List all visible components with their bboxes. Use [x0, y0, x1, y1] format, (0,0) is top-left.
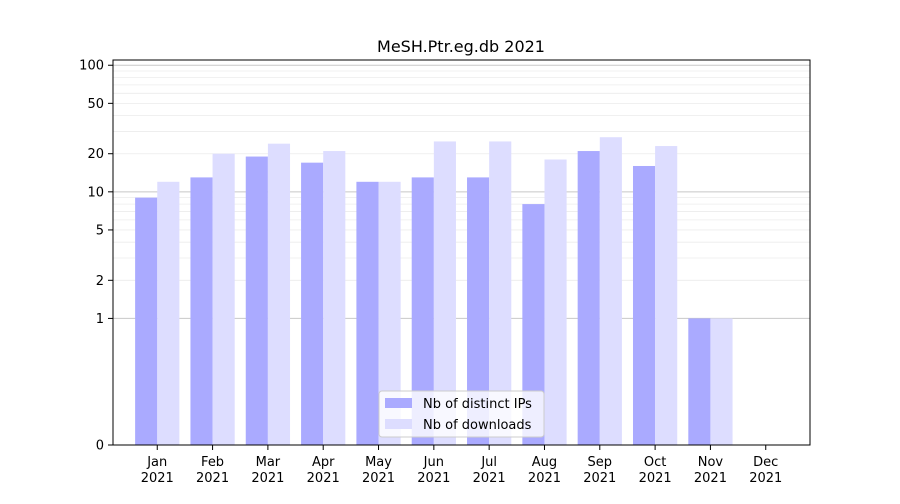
bar-series-2	[378, 181, 401, 445]
x-tick-label: Jul 2021	[473, 455, 506, 486]
y-tick-label: 2	[96, 274, 104, 289]
bar-series-1	[467, 177, 490, 446]
y-tick-label: 0	[96, 439, 104, 454]
legend-swatch-1	[385, 398, 412, 408]
x-tick-label-line: 2021	[251, 471, 284, 486]
bar-series-1	[577, 151, 600, 445]
plot-frame	[112, 59, 811, 446]
legend-box	[378, 390, 545, 438]
bar-series-1	[301, 162, 324, 445]
x-tick-label-line: 2021	[307, 471, 340, 486]
bar-series-2	[433, 141, 456, 445]
chart-title: MeSH.Ptr.eg.db 2021	[377, 37, 545, 56]
bar-series-2	[599, 137, 622, 446]
x-tick-label: Sep 2021	[583, 455, 616, 486]
legend-swatch-2	[385, 419, 412, 429]
bar-series-2	[489, 141, 512, 445]
bars	[135, 137, 733, 446]
bar-series-2	[710, 318, 733, 445]
bar-series-2	[157, 181, 180, 445]
x-tick-label-line: Jun	[423, 455, 444, 470]
x-tick-label-line: 2021	[362, 471, 395, 486]
x-tick-label-line: 2021	[694, 471, 727, 486]
y-tick-label: 10	[87, 185, 104, 200]
bar-series-2	[544, 159, 567, 445]
x-tick-label: Jan 2021	[141, 455, 174, 486]
x-tick-label-line: Apr	[312, 455, 335, 470]
x-tick-label: Mar 2021	[251, 455, 284, 486]
x-tick-label-line: 2021	[473, 471, 506, 486]
y-tick-label: 50	[87, 97, 104, 112]
y-tick-label: 20	[87, 147, 104, 162]
x-tick-label-line: 2021	[639, 471, 672, 486]
x-tick-label-line: Aug	[532, 455, 557, 470]
x-tick-label-line: 2021	[583, 471, 616, 486]
bar-series-2	[212, 153, 235, 446]
x-tick-label-line: 2021	[141, 471, 174, 486]
bar-series-1	[411, 177, 434, 446]
bar-series-1	[522, 204, 545, 445]
bar-series-1	[135, 197, 158, 445]
x-tick-label-line: 2021	[528, 471, 561, 486]
bar-series-2	[655, 146, 678, 445]
bar-series-1	[356, 181, 379, 445]
x-tick-label-line: May	[365, 455, 392, 470]
bar-series-2	[267, 143, 291, 445]
x-tick-label-line: Jan	[146, 455, 167, 470]
x-tick-label: Jun 2021	[417, 455, 450, 486]
x-tick-label: Oct 2021	[639, 455, 672, 486]
y-tick-label: 5	[96, 223, 104, 238]
x-tick-label: Apr 2021	[307, 455, 340, 486]
x-tick-label-line: Feb	[201, 455, 224, 470]
bar-series-1	[190, 177, 213, 446]
x-tick-label: Dec 2021	[749, 455, 782, 486]
x-tick-label-line: 2021	[196, 471, 229, 486]
x-tick-label-line: Mar	[256, 455, 281, 470]
x-tick-label: May 2021	[362, 455, 395, 486]
legend-label-1: Nb of distinct IPs	[423, 397, 532, 412]
y-tick-label: 1	[96, 312, 104, 327]
x-tick-label: Aug 2021	[528, 455, 561, 486]
legend-label-2: Nb of downloads	[423, 418, 532, 433]
x-tick-label: Feb 2021	[196, 455, 229, 486]
x-tick-label-line: Nov	[698, 455, 724, 470]
x-tick-label-line: Jul	[480, 455, 497, 470]
bar-series-1	[632, 165, 656, 446]
bar-series-2	[323, 151, 346, 445]
x-tick-label-line: Sep	[588, 455, 613, 470]
bar-series-1	[688, 318, 711, 445]
x-tick-label-line: 2021	[749, 471, 782, 486]
x-tick-label: Nov 2021	[694, 455, 727, 486]
x-tick-label-line: Dec	[753, 455, 778, 470]
bar-series-1	[245, 156, 268, 446]
y-tick-label: 100	[79, 59, 104, 74]
x-tick-label-line: 2021	[417, 471, 450, 486]
x-tick-label-line: Oct	[644, 455, 666, 470]
legend: Nb of distinct IPs Nb of downloads	[378, 390, 545, 438]
